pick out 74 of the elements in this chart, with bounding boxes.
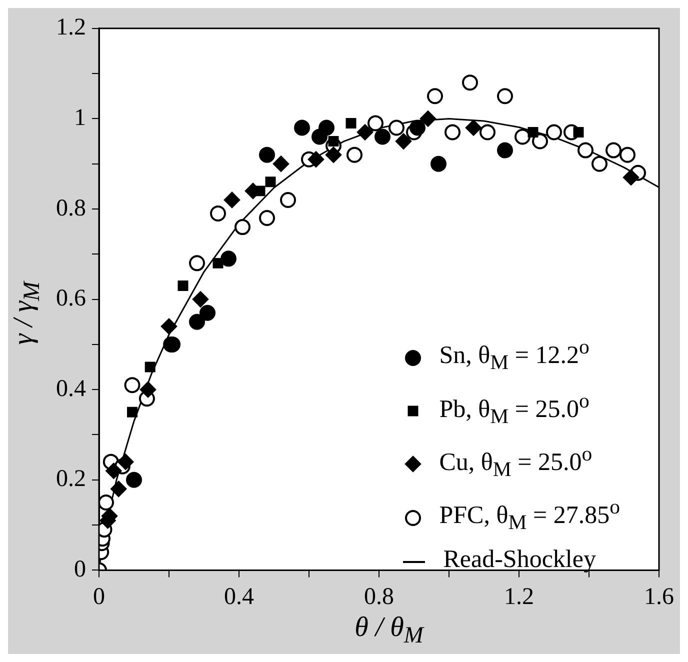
point <box>326 146 342 163</box>
point <box>127 406 138 418</box>
x-tick-label: 1.2 <box>504 584 534 610</box>
y-tick-label: 0.4 <box>56 376 86 402</box>
point <box>546 124 562 140</box>
point <box>462 74 478 91</box>
point <box>374 128 390 145</box>
point <box>497 142 513 158</box>
point <box>280 192 296 208</box>
point <box>124 377 140 394</box>
point <box>480 124 496 140</box>
point <box>346 118 356 128</box>
y-tick-label: 1 <box>74 104 86 131</box>
point <box>126 472 142 488</box>
x-tick-label: 0.4 <box>224 584 254 610</box>
x-tick-label: 0.8 <box>364 584 394 610</box>
point <box>497 88 513 104</box>
point <box>106 462 122 479</box>
legend-label: Read-Shockley <box>443 546 596 574</box>
point <box>410 120 426 136</box>
point <box>578 142 594 158</box>
point <box>273 156 289 172</box>
point <box>210 206 226 222</box>
point <box>140 382 156 398</box>
point <box>444 124 460 140</box>
point <box>430 156 446 172</box>
point <box>118 454 134 470</box>
point <box>514 128 530 145</box>
legend-label: Cu, θ$_{M}$ = 25.0$^{o}$ <box>439 442 592 481</box>
point <box>259 146 275 163</box>
y-tick-label: 0.2 <box>56 466 86 492</box>
point <box>623 169 639 186</box>
point <box>427 88 443 104</box>
point <box>192 291 208 308</box>
point <box>110 480 127 497</box>
point <box>189 314 205 330</box>
point <box>532 133 548 150</box>
point <box>200 304 216 321</box>
legend-label: Sn, θ$_{M}$ = 12.2$^{o}$ <box>439 335 590 374</box>
point <box>265 176 276 188</box>
point <box>573 127 584 138</box>
point <box>357 124 373 140</box>
legend-label: Pb, θ$_{M}$ = 25.0$^{o}$ <box>439 388 590 428</box>
point <box>620 146 636 163</box>
point <box>99 494 114 510</box>
point <box>254 186 266 196</box>
y-tick-label: 0.6 <box>56 286 86 312</box>
y-tick-label: 0 <box>74 556 86 582</box>
legend-label: PFC, θ$_{M}$ = 27.85$^{o}$ <box>439 494 620 534</box>
point <box>606 142 622 158</box>
point <box>396 133 412 150</box>
point <box>420 110 436 127</box>
point <box>368 115 384 132</box>
point <box>592 156 608 172</box>
point <box>234 219 250 236</box>
y-tick-label: 1.2 <box>56 14 86 41</box>
x-tick-label: 1.6 <box>644 584 674 610</box>
point <box>144 362 156 372</box>
point <box>318 120 334 136</box>
point <box>189 255 205 272</box>
x-axis-title: θ / θ$_{M}$ <box>354 611 426 651</box>
point <box>346 146 362 163</box>
y-tick-label: 0.8 <box>56 195 86 222</box>
x-tick-label: 0 <box>93 584 105 610</box>
point <box>259 210 275 226</box>
point <box>388 120 404 136</box>
point <box>308 151 324 168</box>
point <box>294 120 310 136</box>
point <box>178 280 188 291</box>
point <box>224 192 240 208</box>
point <box>220 250 236 267</box>
point <box>466 120 482 136</box>
point <box>161 318 177 334</box>
point <box>528 127 538 138</box>
